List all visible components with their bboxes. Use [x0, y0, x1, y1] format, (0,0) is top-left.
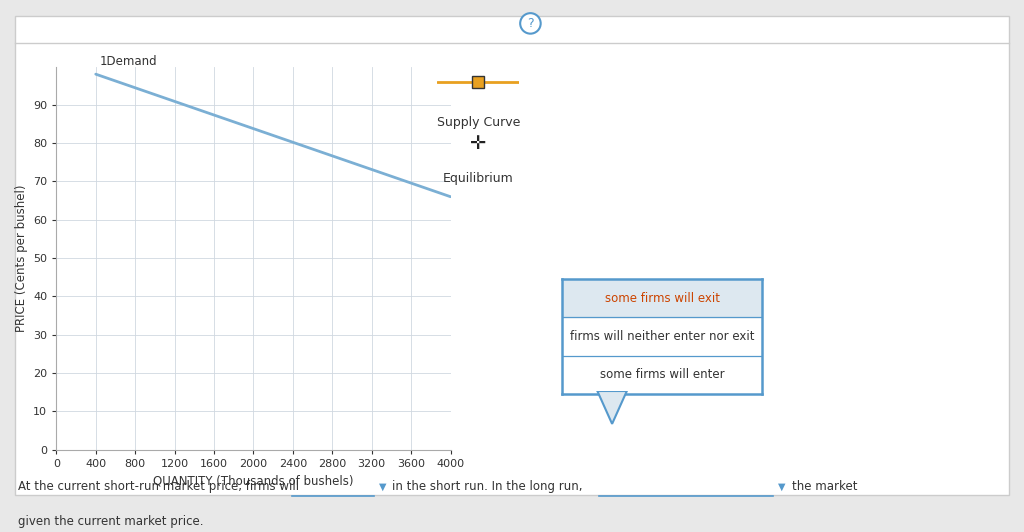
- Text: Supply Curve: Supply Curve: [436, 116, 520, 129]
- Text: ▼: ▼: [778, 482, 785, 492]
- Text: firms will neither enter nor exit: firms will neither enter nor exit: [569, 330, 755, 343]
- Text: some firms will exit: some firms will exit: [604, 292, 720, 305]
- Text: 1Demand: 1Demand: [99, 55, 158, 69]
- Text: ?: ?: [527, 17, 534, 30]
- Text: ▼: ▼: [379, 482, 386, 492]
- X-axis label: QUANTITY (Thousands of bushels): QUANTITY (Thousands of bushels): [154, 474, 353, 487]
- Polygon shape: [597, 391, 627, 424]
- Text: At the current short-run market price, firms will: At the current short-run market price, f…: [18, 480, 300, 493]
- Text: given the current market price.: given the current market price.: [18, 515, 204, 528]
- Text: in the short run. In the long run,: in the short run. In the long run,: [392, 480, 583, 493]
- Y-axis label: PRICE (Cents per bushel): PRICE (Cents per bushel): [14, 184, 28, 332]
- Text: Equilibrium: Equilibrium: [442, 172, 514, 185]
- Text: ✛: ✛: [470, 134, 486, 153]
- Text: some firms will enter: some firms will enter: [600, 368, 724, 381]
- Text: the market: the market: [792, 480, 857, 493]
